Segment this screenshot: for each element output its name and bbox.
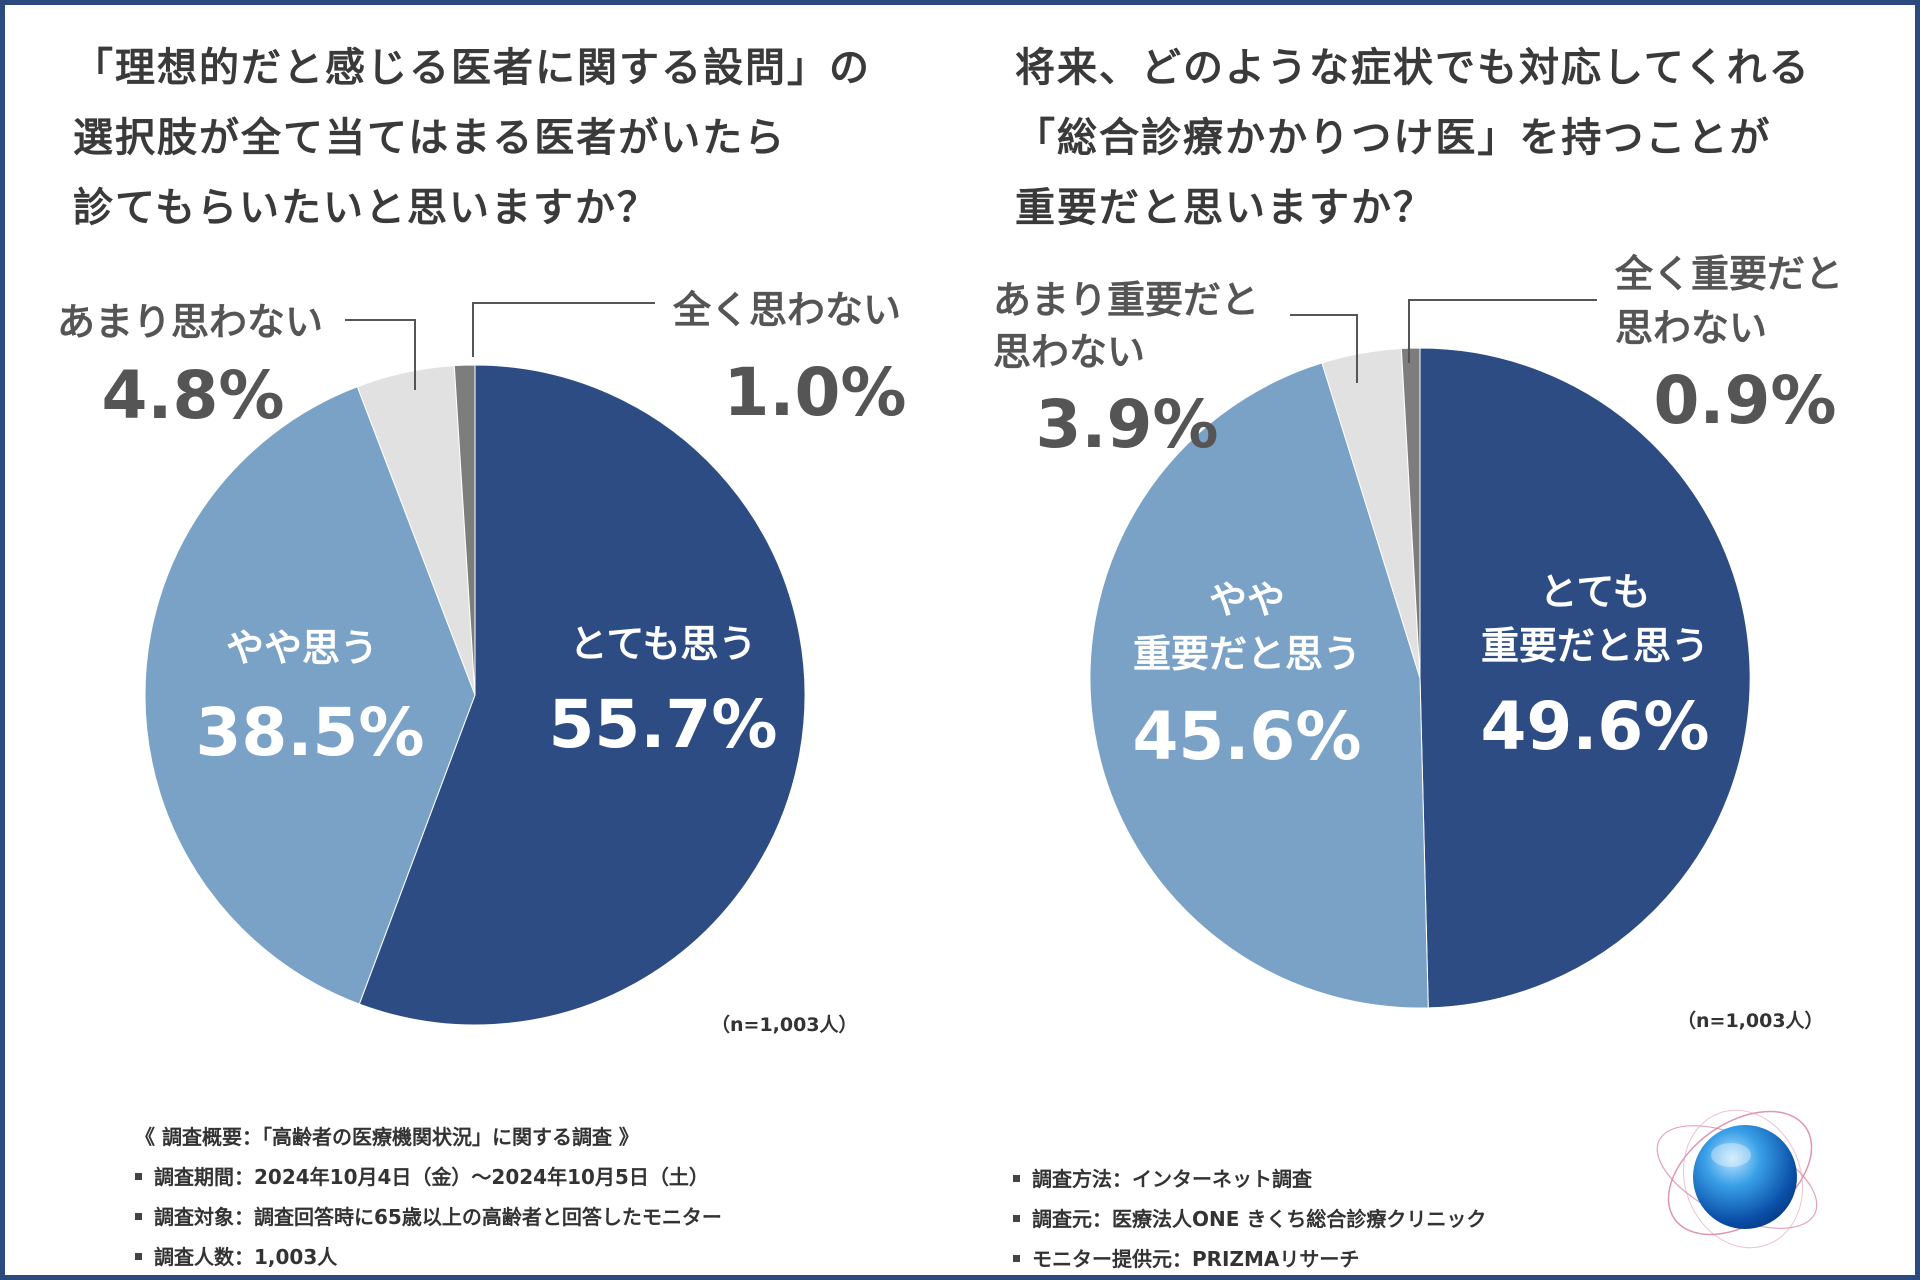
- pie2-slice-very: [1419, 347, 1751, 1009]
- survey-item: 調査方法：インターネット調査: [1013, 1159, 1486, 1199]
- bullet-icon: [1013, 1175, 1020, 1182]
- survey-item: 調査対象：調査回答時に65歳以上の高齢者と回答したモニター: [135, 1197, 722, 1237]
- survey-item-text: 調査人数：1,003人: [154, 1245, 338, 1269]
- leader-line-pie2-somewhat-no: [1290, 314, 1358, 383]
- pie1-value-somewhat: 38.5%: [196, 694, 425, 771]
- chart2-title-line: 将来、どのような症状でも対応してくれる: [1015, 45, 1811, 91]
- leader-line-pie1-somewhat-no: [345, 319, 416, 390]
- pie-chart-1: [144, 364, 806, 1026]
- pie2-value-very: 49.6%: [1481, 688, 1710, 765]
- chart2-title: 将来、どのような症状でも対応してくれる 「総合診療かかりつけ医」を持つことが 重…: [1015, 33, 1811, 243]
- bullet-icon: [135, 1213, 142, 1220]
- chart1-title: 「理想的だと感じる医者に関する設問」の 選択肢が全て当てはまる医者がいたら 診て…: [73, 33, 871, 243]
- pie-charts-canvas: とても思う 55.7% やや思う 38.5% あまり思わない 4.8% 全く思わ…: [57, 252, 1843, 1026]
- survey-summary-right: 調査方法：インターネット調査 調査元：医療法人ONE きくち総合診療クリニック …: [1013, 1159, 1486, 1275]
- pie2-label-not-at-all-line2: 思わない: [1615, 306, 1767, 350]
- pie-chart-2: [1089, 347, 1751, 1009]
- bullet-icon: [1013, 1215, 1020, 1222]
- pie2-value-not-at-all: 0.9%: [1653, 362, 1836, 439]
- bullet-icon: [135, 1173, 142, 1180]
- chart1-title-line: 選択肢が全て当てはまる医者がいたら: [73, 115, 787, 161]
- chart1-sample-note: （n=1,003人）: [711, 1014, 858, 1036]
- survey-item-text: モニター提供元：PRIZMAリサーチ: [1032, 1247, 1360, 1271]
- leader-line-pie2-not-at-all: [1408, 299, 1597, 363]
- leader-line-pie1-not-at-all: [472, 302, 655, 357]
- chart2-title-line: 重要だと思いますか？: [1015, 185, 1435, 231]
- pie1-label-very: とても思う: [570, 622, 757, 666]
- survey-item: 調査人数：1,003人: [135, 1237, 722, 1275]
- pie2-label-somewhat-no-line1: あまり重要だと: [993, 278, 1259, 322]
- pie2-label-somewhat-no-line2: 思わない: [993, 330, 1145, 374]
- survey-heading: 《 調査概要：「高齢者の医療機関状況」に関する調査 》: [135, 1125, 639, 1149]
- bullet-icon: [1013, 1255, 1020, 1262]
- survey-item-text: 調査方法：インターネット調査: [1032, 1167, 1312, 1191]
- clinic-logo-icon: [1656, 1109, 1818, 1249]
- survey-item-text: 調査元：医療法人ONE きくち総合診療クリニック: [1032, 1207, 1487, 1231]
- pie1-label-not-at-all: 全く思わない: [672, 288, 901, 332]
- survey-item-text: 調査対象：調査回答時に65歳以上の高齢者と回答したモニター: [154, 1205, 722, 1229]
- pie1-label-somewhat: やや思う: [226, 626, 378, 670]
- pie2-label-very-line1: とても: [1540, 570, 1651, 614]
- pie1-slice-not-at-all: [453, 364, 476, 696]
- pie2-value-somewhat: 45.6%: [1133, 698, 1362, 775]
- pie2-label-very-line2: 重要だと思う: [1481, 624, 1709, 668]
- chart2-title-line: 「総合診療かかりつけ医」を持つことが: [1015, 115, 1772, 161]
- pie2-label-not-at-all-line1: 全く重要だと: [1614, 252, 1843, 296]
- pie1-value-not-at-all: 1.0%: [723, 354, 906, 431]
- survey-summary-left: 《 調査概要：「高齢者の医療機関状況」に関する調査 》 調査期間：2024年10…: [135, 1117, 722, 1275]
- pie1-value-somewhat-no: 4.8%: [101, 357, 284, 434]
- chart1-title-line: 「理想的だと感じる医者に関する設問」の: [73, 45, 871, 91]
- pie2-value-somewhat-no: 3.9%: [1035, 386, 1218, 463]
- pie1-slice-very: [358, 364, 806, 1026]
- survey-item: 調査元：医療法人ONE きくち総合診療クリニック: [1013, 1199, 1486, 1239]
- pie2-slice-somewhat: [1089, 362, 1429, 1009]
- chart2-sample-note: （n=1,003人）: [1677, 1010, 1824, 1032]
- survey-item: 調査期間：2024年10月4日（金）～2024年10月5日（土）: [135, 1157, 722, 1197]
- survey-item: モニター提供元：PRIZMAリサーチ: [1013, 1239, 1486, 1275]
- pie2-slice-not-at-all: [1400, 347, 1421, 679]
- pie2-label-somewhat-line2: 重要だと思う: [1133, 632, 1361, 676]
- pie1-value-very: 55.7%: [549, 686, 778, 763]
- chart1-title-line: 診てもらいたいと思いますか？: [73, 185, 659, 231]
- bullet-icon: [135, 1253, 142, 1260]
- pie1-slice-somewhat: [144, 386, 476, 1005]
- pie2-label-somewhat-line1: やや: [1209, 578, 1285, 622]
- pie1-label-somewhat-no: あまり思わない: [57, 300, 323, 344]
- survey-item-text: 調査期間：2024年10月4日（金）～2024年10月5日（土）: [154, 1165, 709, 1189]
